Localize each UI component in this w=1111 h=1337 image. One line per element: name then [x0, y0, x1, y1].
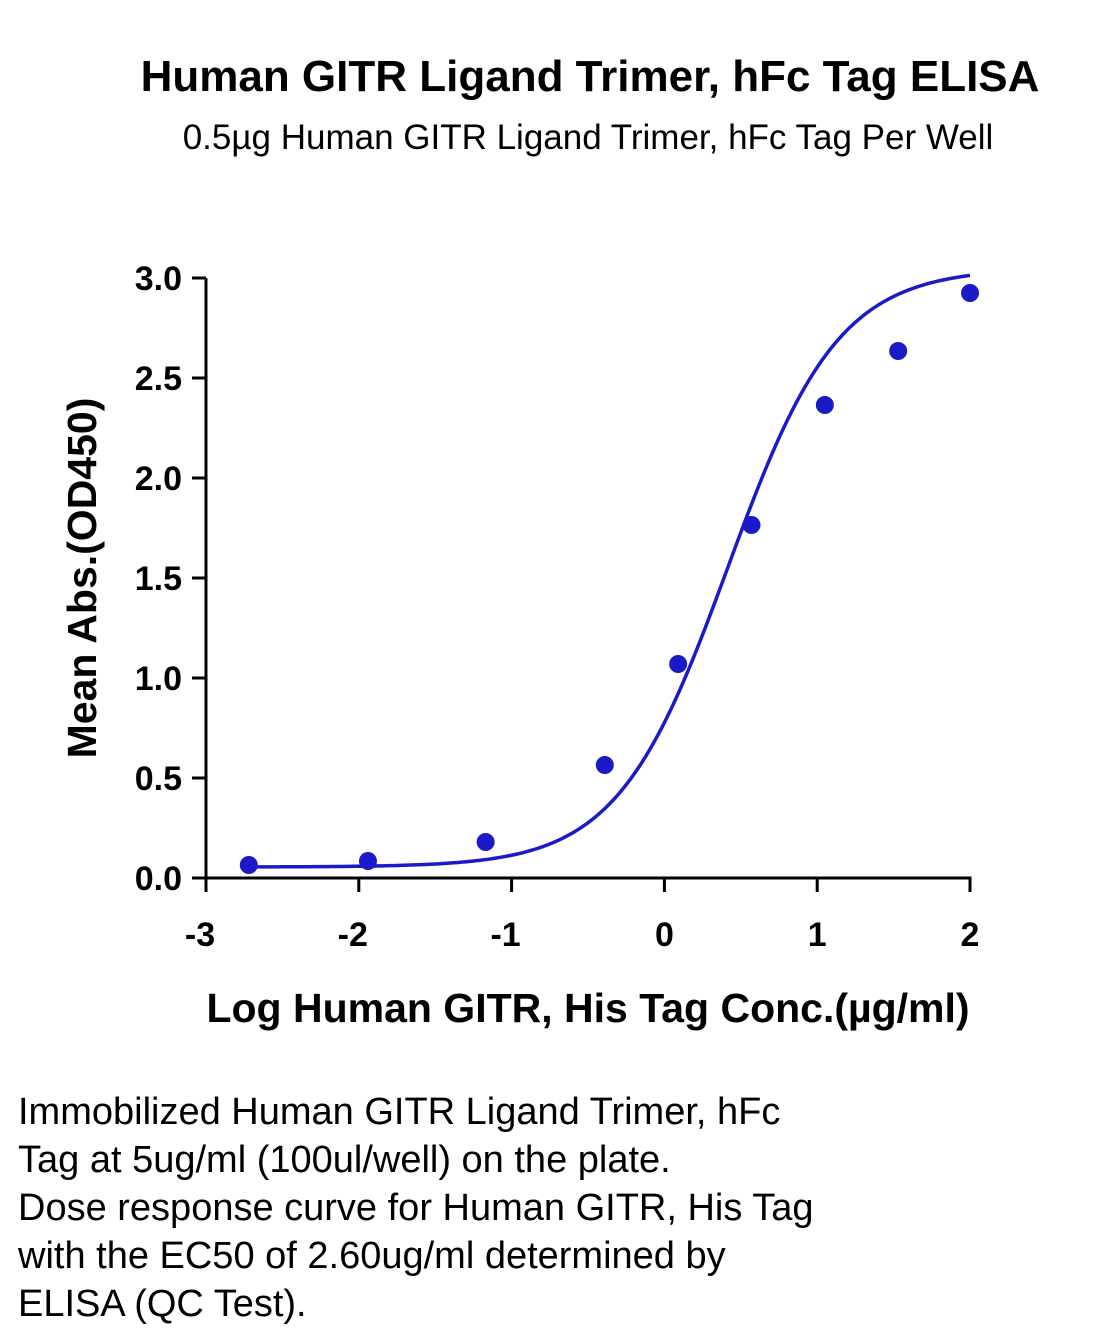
data-point [358, 852, 377, 870]
caption-line: ELISA (QC Test). [18, 1283, 307, 1325]
y-axis-title: Mean Abs.(OD450) [59, 398, 105, 759]
y-tick-label: 3.0 [135, 260, 182, 298]
elisa-chart: 0.0 0.5 1.0 1.5 2.0 2.5 3.0 -3 -2 -1 0 1 2 Log Human… [59, 260, 980, 1031]
y-tick-label: 0.5 [135, 760, 182, 798]
caption-line: Tag at 5ug/ml (100ul/well) on the plate. [18, 1139, 671, 1181]
data-point [669, 655, 688, 673]
y-tick-label: 0.0 [135, 860, 182, 898]
caption-line: with the EC50 of 2.60ug/ml determined by [18, 1235, 726, 1277]
y-tick-label: 1.0 [135, 660, 182, 698]
data-point [742, 516, 761, 534]
x-tick-label: -2 [338, 916, 368, 954]
figure-caption: Immobilized Human GITR Ligand Trimer, hF… [18, 1088, 1098, 1328]
chart-subtitle: 0.5µg Human GITR Ligand Trimer, hFc Tag … [182, 118, 994, 157]
fit-curve [248, 273, 971, 869]
caption-line: Immobilized Human GITR Ligand Trimer, hF… [18, 1091, 781, 1133]
y-tick-label: 2.0 [135, 460, 182, 498]
chart-title: Human GITR Ligand Trimer, hFc Tag ELISA [140, 52, 1040, 101]
x-tick-label: 0 [655, 916, 674, 954]
data-point [961, 284, 979, 302]
data-point [889, 342, 908, 360]
x-tick-label: -3 [185, 916, 215, 954]
data-points-layer [239, 284, 979, 874]
data-point [476, 833, 495, 851]
data-point [595, 756, 614, 774]
y-tick-label: 2.5 [135, 360, 182, 398]
data-point [239, 856, 258, 874]
data-point [815, 396, 834, 414]
fit-curve-layer [248, 273, 971, 869]
caption-line: Dose response curve for Human GITR, His … [18, 1187, 814, 1229]
x-axis-title: Log Human GITR, His Tag Conc.(µg/ml) [206, 985, 969, 1031]
chart-axes: 0.0 0.5 1.0 1.5 2.0 2.5 3.0 -3 -2 -1 0 1 2 [135, 260, 980, 954]
y-tick-label: 1.5 [135, 560, 182, 598]
x-tick-label: 2 [961, 916, 980, 954]
x-tick-label: 1 [808, 916, 827, 954]
x-tick-label: -1 [490, 916, 520, 954]
